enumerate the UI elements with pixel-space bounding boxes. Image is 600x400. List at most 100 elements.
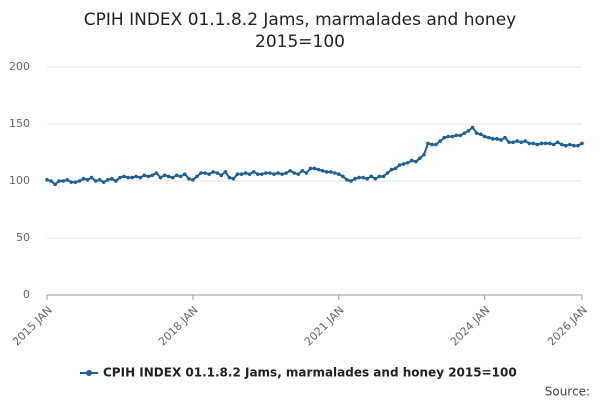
point	[49, 179, 53, 183]
point	[531, 141, 536, 146]
point	[138, 175, 143, 180]
series-line	[46, 125, 583, 186]
point	[288, 168, 292, 173]
legend-marker	[86, 370, 92, 376]
point	[482, 134, 487, 139]
point	[178, 174, 183, 179]
point	[264, 171, 268, 175]
point	[519, 140, 524, 145]
point	[292, 171, 297, 175]
point	[446, 134, 451, 139]
x-tick-label: 2026 JAN	[545, 304, 590, 349]
point	[150, 173, 155, 178]
point	[551, 142, 556, 147]
point	[81, 176, 86, 181]
point	[324, 170, 329, 174]
point	[466, 129, 471, 133]
point	[434, 142, 438, 147]
point	[576, 143, 580, 148]
point	[53, 182, 57, 187]
point	[207, 172, 211, 176]
point	[312, 166, 317, 171]
point	[332, 171, 337, 175]
y-tick-label: 50	[16, 231, 30, 244]
point	[97, 178, 102, 182]
point	[215, 171, 220, 175]
point	[243, 171, 248, 175]
point	[276, 171, 280, 175]
point	[389, 167, 394, 172]
y-tick-label: 100	[9, 174, 30, 187]
point	[474, 131, 479, 135]
point	[280, 172, 284, 176]
point	[142, 173, 147, 178]
legend-item: CPIH INDEX 01.1.8.2 Jams, marmalades and…	[80, 366, 517, 380]
point	[405, 160, 410, 165]
point	[580, 141, 584, 146]
point	[110, 176, 114, 181]
point	[65, 178, 70, 182]
point	[183, 172, 187, 176]
point	[272, 172, 276, 176]
point	[503, 135, 507, 140]
point	[174, 173, 179, 178]
x-tick-label: 2021 JAN	[302, 304, 347, 349]
point	[535, 142, 540, 147]
point	[381, 174, 386, 179]
point	[369, 174, 374, 179]
point	[409, 158, 414, 163]
point	[130, 175, 134, 180]
point	[61, 179, 66, 183]
chart-title: CPIH INDEX 01.1.8.2 Jams, marmalades and…	[84, 10, 516, 30]
point	[122, 174, 126, 179]
point	[154, 171, 159, 175]
point	[393, 166, 398, 171]
point	[523, 139, 528, 143]
point	[353, 176, 357, 181]
point	[219, 173, 224, 178]
point	[316, 167, 321, 172]
point	[134, 174, 138, 179]
point	[328, 170, 333, 174]
point	[515, 139, 519, 143]
point	[227, 175, 232, 180]
legend-label: CPIH INDEX 01.1.8.2 Jams, marmalades and…	[103, 366, 517, 380]
point	[450, 134, 455, 139]
x-tick-label: 2018 JAN	[156, 304, 201, 349]
point	[426, 141, 430, 146]
point	[45, 178, 49, 182]
point	[357, 175, 361, 180]
point	[93, 179, 98, 183]
point	[126, 175, 130, 180]
point	[296, 172, 301, 176]
point	[507, 140, 511, 145]
point	[284, 171, 288, 175]
point	[430, 142, 434, 147]
point	[458, 133, 463, 138]
point	[211, 170, 215, 174]
point	[345, 178, 349, 182]
point	[470, 125, 475, 130]
point	[418, 156, 422, 160]
point	[527, 141, 532, 146]
point	[268, 171, 272, 175]
point	[422, 152, 426, 157]
point	[385, 171, 390, 175]
point	[349, 179, 353, 183]
point	[57, 179, 61, 183]
point	[547, 141, 552, 146]
point	[438, 139, 442, 143]
point	[223, 170, 228, 174]
point	[511, 140, 515, 145]
point	[304, 171, 309, 175]
y-tick-label: 0	[23, 288, 30, 301]
point	[454, 133, 459, 138]
point	[499, 138, 503, 142]
point	[105, 178, 110, 182]
point	[341, 174, 345, 179]
chart-subtitle: 2015=100	[255, 32, 345, 52]
point	[491, 137, 495, 141]
point	[337, 172, 341, 176]
point	[568, 142, 572, 147]
point	[166, 174, 171, 179]
